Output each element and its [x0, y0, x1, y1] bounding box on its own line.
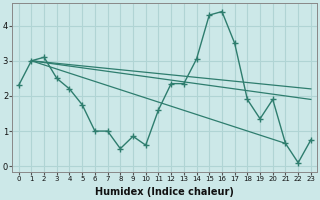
X-axis label: Humidex (Indice chaleur): Humidex (Indice chaleur) — [95, 187, 234, 197]
